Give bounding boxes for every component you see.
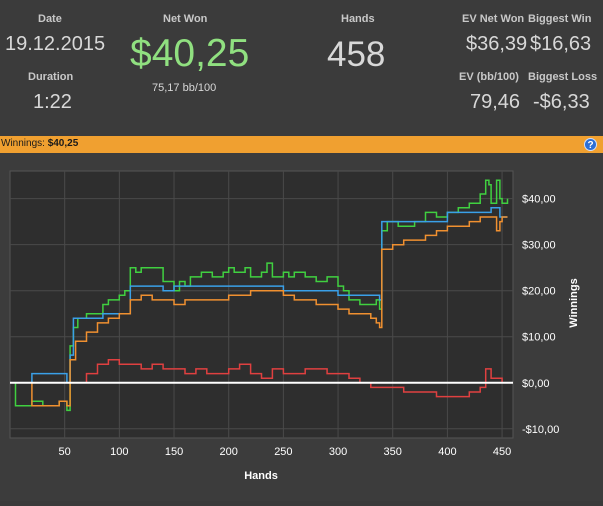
date-value: 19.12.2015 <box>5 33 106 55</box>
winnings-chart: 50 100 150 200 250 300 350 400 450 -$10,00 $0,00 $… <box>9 170 580 482</box>
plot-background <box>9 170 514 439</box>
y-tick-label: -$10,00 <box>522 424 559 436</box>
date-label: Date <box>38 13 62 25</box>
net-won-bb: 75,17 bb/100 <box>152 82 217 94</box>
winnings-chart-area: 50 100 150 200 250 300 350 400 450 -$10,00 $0,00 $… <box>0 153 603 501</box>
y-tick-label: $40,00 <box>522 194 556 206</box>
duration-label: Duration <box>28 71 74 83</box>
x-tick-label: 150 <box>165 446 183 458</box>
x-tick-label: 350 <box>384 446 402 458</box>
x-tick-label: 300 <box>329 446 347 458</box>
winnings-bar-value: $40,25 <box>47 138 79 149</box>
y-tick-label: $20,00 <box>522 286 556 298</box>
series-lines <box>10 179 513 412</box>
biggest-loss-value: -$6,33 <box>533 91 590 113</box>
winnings-bar: Winnings: $40,25 ? <box>0 136 603 153</box>
x-tick-label: 400 <box>438 446 456 458</box>
hands-label: Hands <box>341 13 375 25</box>
hands-value: 458 <box>327 35 386 74</box>
ev-bb-label: EV (bb/100) <box>459 71 519 83</box>
y-tick-label: $10,00 <box>522 332 556 344</box>
stats-panel: Date 19.12.2015 Duration 1:22 Net Won $4… <box>0 0 603 136</box>
series-line <box>10 358 508 398</box>
biggest-loss-label: Biggest Loss <box>528 71 598 83</box>
y-axis-ticks: -$10,00 $0,00 $10,00 $20,00 $30,00 $40,00 <box>522 194 559 436</box>
x-tick-label: 200 <box>220 446 238 458</box>
y-axis-label: Winnings <box>568 278 580 327</box>
y-tick-label: $30,00 <box>522 240 556 252</box>
x-tick-label: 250 <box>274 446 292 458</box>
biggest-win-value: $16,63 <box>530 33 592 55</box>
x-axis-ticks: 50 100 150 200 250 300 350 400 450 <box>59 446 512 458</box>
y-tick-label: $0,00 <box>522 378 550 390</box>
x-axis-label: Hands <box>244 470 278 482</box>
duration-value: 1:22 <box>33 91 72 113</box>
net-won-value: $40,25 <box>130 32 250 75</box>
series-line <box>10 207 508 384</box>
net-won-label: Net Won <box>163 13 208 25</box>
winnings-bar-text: Winnings: $40,25 <box>1 138 78 149</box>
winnings-bar-label: Winnings: <box>1 138 45 149</box>
x-tick-label: 50 <box>59 446 71 458</box>
help-icon[interactable]: ? <box>584 138 597 151</box>
ev-net-won-label: EV Net Won <box>462 13 525 25</box>
ev-net-won-value: $36,39 <box>466 33 528 55</box>
x-tick-label: 100 <box>110 446 128 458</box>
series-line <box>10 216 508 407</box>
biggest-win-label: Biggest Win <box>528 13 592 25</box>
x-tick-label: 450 <box>493 446 511 458</box>
ev-bb-value: 79,46 <box>470 91 521 113</box>
